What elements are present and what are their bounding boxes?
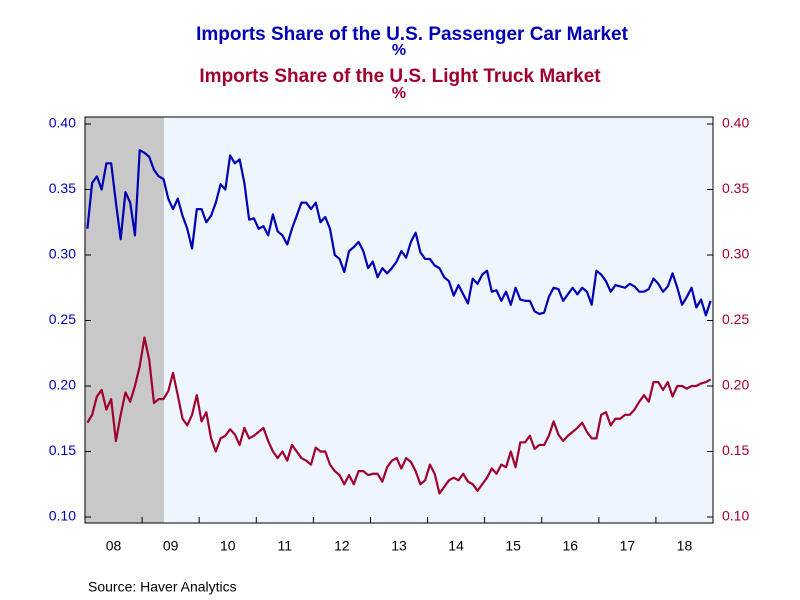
x-tick-label: 17 bbox=[620, 538, 636, 554]
x-tick-label: 12 bbox=[334, 538, 350, 554]
y2-tick-label: 0.25 bbox=[722, 311, 749, 327]
y2-tick-label: 0.15 bbox=[722, 442, 749, 458]
y2-tick-label: 0.20 bbox=[722, 377, 749, 393]
x-tick-label: 08 bbox=[106, 538, 122, 554]
y2-tick-label: 0.35 bbox=[722, 180, 749, 196]
x-tick-label: 11 bbox=[278, 538, 293, 554]
y2-tick-label: 0.30 bbox=[722, 246, 749, 262]
y-tick-label: 0.40 bbox=[49, 115, 76, 131]
unit-car: % bbox=[392, 42, 406, 59]
unit-truck: % bbox=[392, 85, 406, 102]
y2-tick-label: 0.10 bbox=[722, 508, 749, 524]
recession-shading bbox=[85, 117, 164, 523]
plot-area bbox=[85, 117, 713, 523]
x-tick-label: 18 bbox=[677, 538, 693, 554]
x-tick-label: 13 bbox=[391, 538, 407, 554]
title-truck: Imports Share of the U.S. Light Truck Ma… bbox=[199, 66, 601, 87]
x-tick-label: 09 bbox=[163, 538, 179, 554]
x-tick-label: 10 bbox=[220, 538, 236, 554]
y-tick-label: 0.10 bbox=[49, 508, 76, 524]
y-tick-label: 0.35 bbox=[49, 180, 76, 196]
plot-frame bbox=[84, 116, 714, 524]
x-tick-label: 15 bbox=[505, 538, 521, 554]
y-tick-label: 0.15 bbox=[49, 442, 76, 458]
source: Source: Haver Analytics bbox=[88, 579, 237, 595]
y2-tick-label: 0.40 bbox=[722, 115, 749, 131]
title-car: Imports Share of the U.S. Passenger Car … bbox=[196, 24, 629, 45]
y-tick-label: 0.30 bbox=[49, 246, 76, 262]
x-tick-label: 16 bbox=[562, 538, 578, 554]
y-tick-label: 0.25 bbox=[49, 311, 76, 327]
x-tick-label: 14 bbox=[448, 538, 464, 554]
y-tick-label: 0.20 bbox=[49, 377, 76, 393]
series-line bbox=[86, 336, 712, 495]
series-line bbox=[86, 149, 712, 317]
